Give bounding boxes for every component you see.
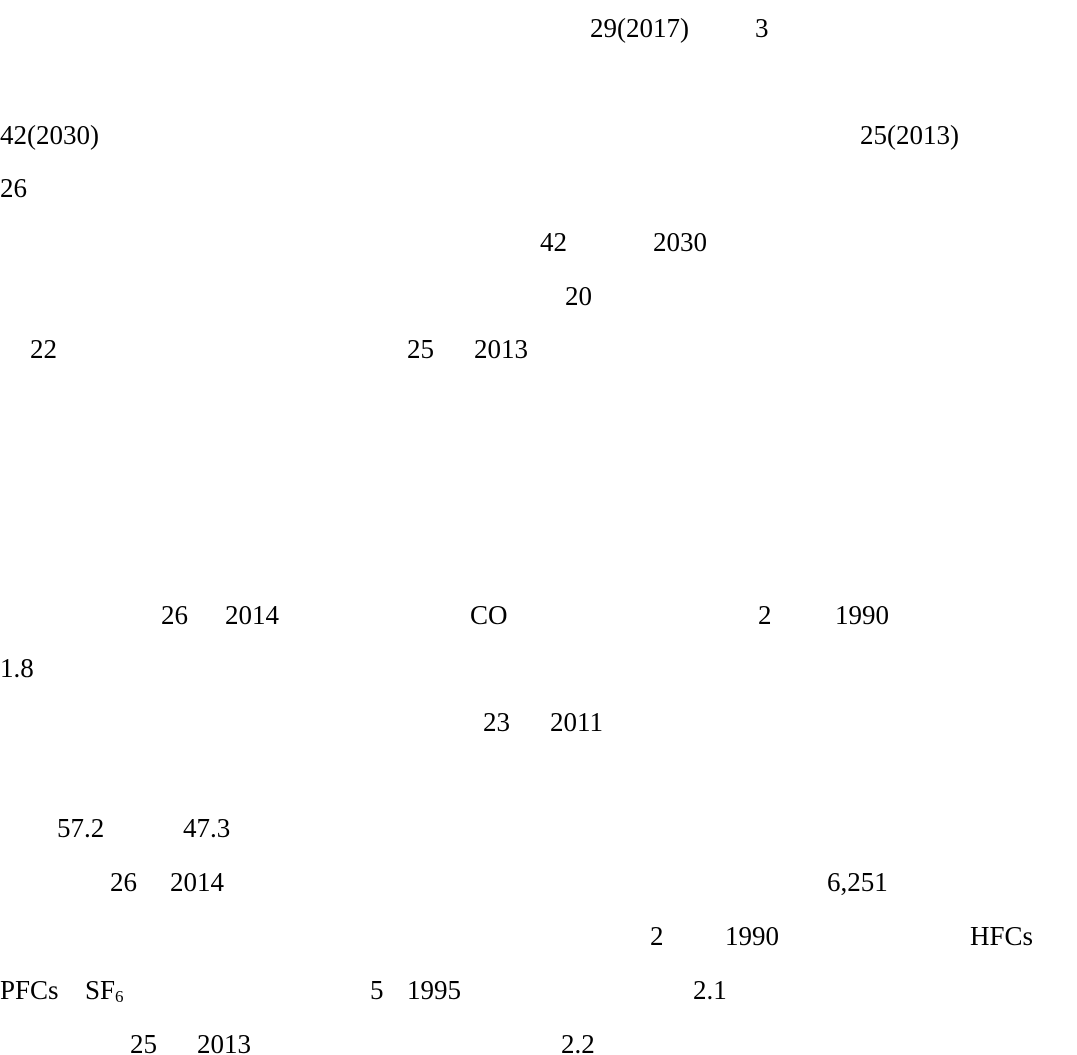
text-fragment: HFCs [970, 921, 1034, 951]
text-fragment: 26 [0, 173, 27, 203]
text-fragment: 1990 [725, 921, 779, 951]
text-fragment: 6,251 [827, 867, 888, 897]
text-fragment: 20 [565, 281, 592, 311]
text-fragment: 42 [540, 227, 567, 257]
text-fragment: 42(2030) [0, 120, 99, 150]
text-fragment: 25(2013) [860, 120, 959, 150]
subscript: 6 [115, 987, 124, 1006]
text-fragment: 47.3 [183, 813, 231, 843]
text-fragment: 2030 [653, 227, 707, 257]
text-fragment: 2013 [197, 1029, 251, 1055]
text-fragment: 29(2017) [590, 13, 689, 43]
text-fragment: 25 [130, 1029, 157, 1055]
text-fragment: 1995 [407, 975, 461, 1005]
text-fragment: 57.2 [57, 813, 105, 843]
text-fragment: 2014 [170, 867, 224, 897]
text-fragment: 23 [483, 707, 510, 737]
text-fragment: 22 [30, 334, 57, 364]
text-fragment: 2.1 [693, 975, 727, 1005]
text-fragment: 2014 [225, 600, 279, 630]
text-fragment: 2.2 [561, 1029, 595, 1055]
text-fragment: 26 [161, 600, 188, 630]
text-fragment: SF6 [85, 975, 124, 1012]
text-fragment: 2011 [550, 707, 603, 737]
text-fragment: PFCs [0, 975, 59, 1005]
text-fragment: 2013 [474, 334, 528, 364]
text-fragment: 25 [407, 334, 434, 364]
text: SF [85, 975, 116, 1005]
text-fragment: 1990 [835, 600, 889, 630]
text-fragment: 2 [758, 600, 772, 630]
text-fragment: 26 [110, 867, 137, 897]
text-fragment: 3 [755, 13, 769, 43]
text-fragment: 2 [650, 921, 664, 951]
text-fragment: CO [470, 600, 508, 630]
text-fragment: 1.8 [0, 653, 34, 683]
text-fragment: 5 [370, 975, 384, 1005]
